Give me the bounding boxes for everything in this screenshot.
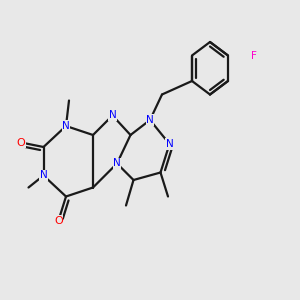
Text: O: O [54,215,63,226]
Text: N: N [113,158,121,169]
Text: N: N [62,121,70,131]
Text: O: O [16,137,26,148]
Text: N: N [40,170,47,181]
Text: F: F [250,50,256,61]
Text: N: N [146,115,154,125]
Text: N: N [109,110,116,121]
Text: N: N [166,139,173,149]
